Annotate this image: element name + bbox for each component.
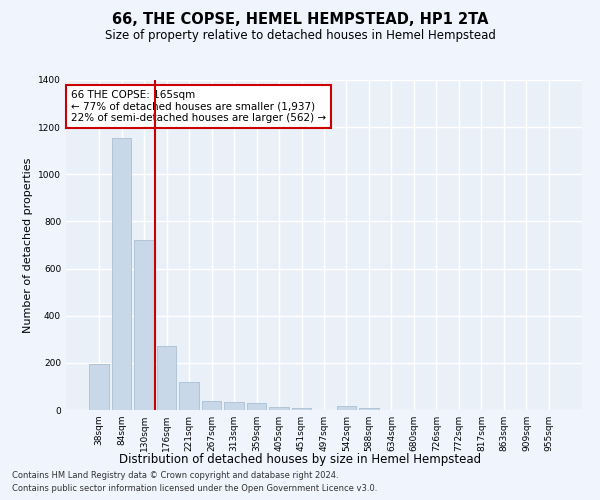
Bar bbox=[202, 401, 221, 410]
Bar bbox=[269, 406, 289, 410]
Bar bbox=[89, 364, 109, 410]
Text: 66, THE COPSE, HEMEL HEMPSTEAD, HP1 2TA: 66, THE COPSE, HEMEL HEMPSTEAD, HP1 2TA bbox=[112, 12, 488, 28]
Text: Size of property relative to detached houses in Hemel Hempstead: Size of property relative to detached ho… bbox=[104, 29, 496, 42]
Text: 66 THE COPSE: 165sqm
← 77% of detached houses are smaller (1,937)
22% of semi-de: 66 THE COPSE: 165sqm ← 77% of detached h… bbox=[71, 90, 326, 123]
Y-axis label: Number of detached properties: Number of detached properties bbox=[23, 158, 32, 332]
Bar bbox=[179, 382, 199, 410]
Text: Contains public sector information licensed under the Open Government Licence v3: Contains public sector information licen… bbox=[12, 484, 377, 493]
Bar bbox=[337, 406, 356, 410]
Bar bbox=[112, 138, 131, 410]
Bar bbox=[134, 240, 154, 410]
Text: Distribution of detached houses by size in Hemel Hempstead: Distribution of detached houses by size … bbox=[119, 452, 481, 466]
Bar bbox=[292, 408, 311, 410]
Bar bbox=[247, 403, 266, 410]
Text: Contains HM Land Registry data © Crown copyright and database right 2024.: Contains HM Land Registry data © Crown c… bbox=[12, 470, 338, 480]
Bar bbox=[224, 402, 244, 410]
Bar bbox=[359, 408, 379, 410]
Bar bbox=[157, 346, 176, 410]
